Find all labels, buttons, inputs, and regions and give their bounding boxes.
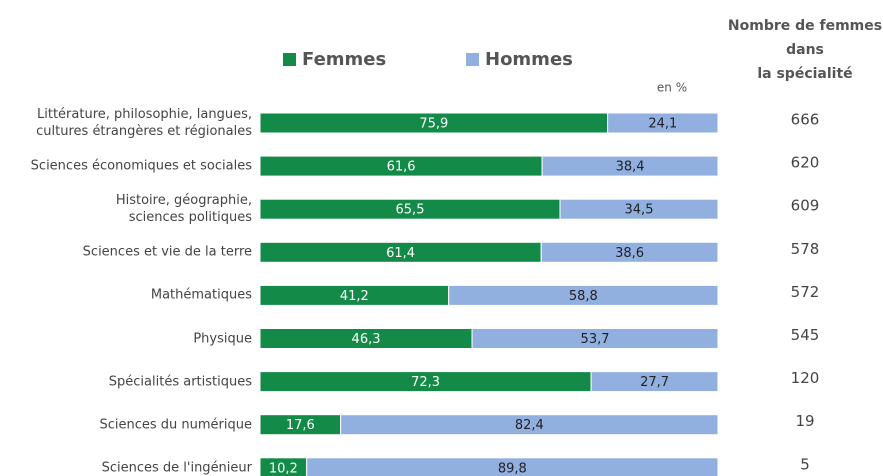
data-label: 34,5 <box>625 203 654 218</box>
side-value: 609 <box>791 197 820 215</box>
annotation: en % <box>657 81 687 95</box>
category-label: Sciences de l'ingénieur <box>101 460 252 476</box>
data-label: 38,4 <box>616 160 645 175</box>
side-value: 666 <box>791 111 820 129</box>
side-column-header: Nombre de femmes dans la spécialité <box>727 18 883 82</box>
category-label: Histoire, géographie, sciences politique… <box>115 193 252 226</box>
category-label: Spécialités artistiques <box>108 374 252 390</box>
side-value: 545 <box>791 326 820 344</box>
data-label: 53,7 <box>581 332 610 347</box>
category-label: Mathématiques <box>150 287 252 303</box>
side-value: 120 <box>791 369 820 387</box>
legend-swatch <box>283 53 296 66</box>
data-label: 72,3 <box>411 375 440 390</box>
legend-label: Femmes <box>302 49 386 70</box>
data-label: 82,4 <box>515 418 544 433</box>
legend-swatch <box>466 53 479 66</box>
bar-segment <box>607 112 719 134</box>
data-label: 46,3 <box>352 332 381 347</box>
data-label: 65,5 <box>396 203 425 218</box>
bar-segment <box>340 414 719 436</box>
bar-segment <box>540 241 719 263</box>
category-label: Sciences du numérique <box>99 417 252 433</box>
category-label: Littérature, philosophie, langues, cultu… <box>36 107 252 139</box>
data-label: 38,6 <box>615 246 644 261</box>
data-label: 75,9 <box>419 117 448 132</box>
bar-segment <box>448 284 719 306</box>
data-label: 24,1 <box>648 117 677 132</box>
bar-segment <box>471 328 719 349</box>
bar-segment <box>559 198 719 220</box>
data-label: 61,6 <box>387 160 416 175</box>
side-value: 5 <box>800 455 810 473</box>
bar-segment <box>306 457 719 476</box>
category-label: Sciences économiques et sociales <box>30 158 252 174</box>
data-label: 58,8 <box>569 289 598 304</box>
category-label: Sciences et vie de la terre <box>82 244 252 260</box>
data-label: 41,2 <box>340 289 369 304</box>
bar-segment <box>590 371 719 393</box>
data-label: 61,4 <box>386 246 415 261</box>
data-label: 17,6 <box>286 418 315 433</box>
data-label: 27,7 <box>640 375 669 390</box>
side-value: 572 <box>791 283 820 301</box>
data-label: 89,8 <box>498 461 527 476</box>
side-value: 620 <box>791 154 820 172</box>
category-label: Physique <box>193 331 252 346</box>
data-label: 10,2 <box>269 461 298 476</box>
bar-segment <box>541 155 719 177</box>
legend-label: Hommes <box>485 49 573 70</box>
side-value: 19 <box>795 412 814 430</box>
side-value: 578 <box>791 240 820 258</box>
